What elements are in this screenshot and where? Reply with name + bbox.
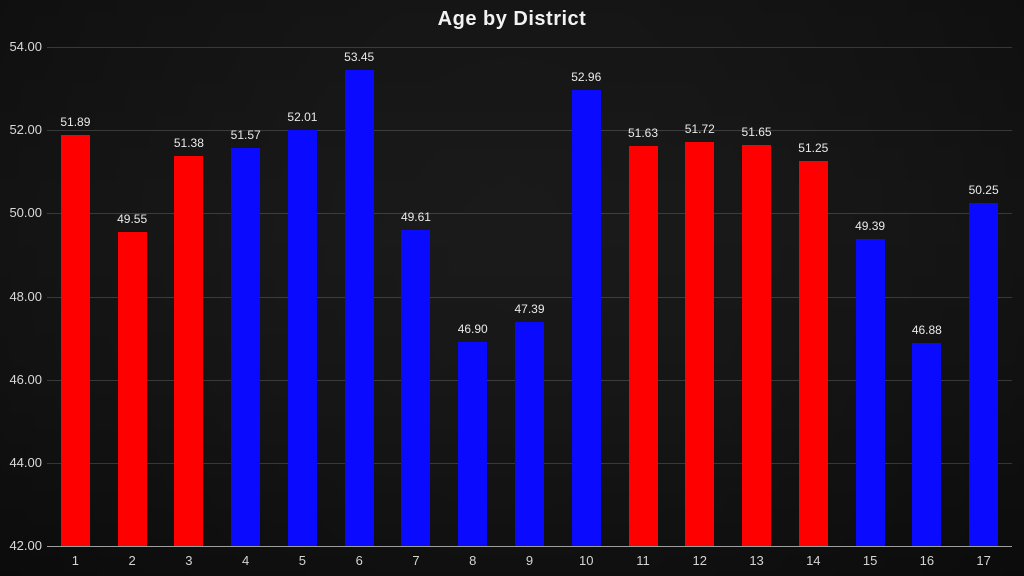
x-axis-tick-label: 9 — [525, 553, 534, 568]
value-label: 51.38 — [173, 135, 204, 150]
y-axis-tick-label: 52.00 — [9, 122, 42, 138]
value-label: 50.25 — [968, 182, 999, 197]
value-label: 51.57 — [230, 128, 261, 143]
x-axis-tick-label: 10 — [579, 553, 594, 568]
value-label: 49.55 — [117, 212, 148, 227]
gridline — [47, 47, 1012, 48]
bar-district-10[interactable] — [571, 90, 601, 546]
bar-district-11[interactable] — [628, 145, 658, 546]
y-axis-tick-label: 50.00 — [9, 205, 42, 221]
value-label: 51.89 — [60, 114, 91, 129]
value-label: 53.45 — [344, 49, 375, 64]
y-axis-tick-label: 46.00 — [9, 371, 42, 387]
value-label: 52.01 — [287, 109, 318, 124]
bar-district-2[interactable] — [117, 232, 147, 546]
value-label: 51.65 — [741, 124, 772, 139]
bar-district-1[interactable] — [60, 134, 90, 546]
x-axis-tick-label: 1 — [71, 553, 79, 568]
bar-district-15[interactable] — [855, 238, 885, 546]
x-axis-tick-label: 15 — [862, 553, 878, 568]
chart-title: Age by District — [437, 8, 587, 30]
x-axis-tick-label: 4 — [242, 553, 250, 568]
value-label: 49.39 — [855, 218, 886, 233]
bar-district-3[interactable] — [174, 155, 204, 546]
y-axis-tick-label: 54.00 — [9, 39, 42, 54]
x-axis-tick-label: 8 — [469, 553, 477, 568]
x-axis-tick-label: 3 — [185, 553, 193, 568]
bar-district-9[interactable] — [515, 321, 544, 546]
value-label: 51.25 — [798, 141, 829, 156]
x-axis-line — [47, 546, 1012, 547]
y-axis-tick-label: 48.00 — [9, 288, 42, 304]
y-axis-tick-label: 42.00 — [9, 538, 42, 553]
bar-district-7[interactable] — [401, 229, 431, 546]
x-axis-tick-label: 7 — [412, 553, 420, 568]
bar-district-13[interactable] — [742, 144, 772, 546]
x-axis-tick-label: 13 — [749, 553, 764, 568]
value-label: 47.39 — [514, 301, 545, 316]
gridline — [47, 130, 1012, 132]
bar-district-16[interactable] — [912, 343, 942, 546]
bar-district-12[interactable] — [685, 141, 715, 546]
x-axis-tick-label: 17 — [976, 553, 991, 568]
x-axis-tick-label: 5 — [298, 553, 307, 568]
bar-district-8[interactable] — [458, 342, 488, 546]
value-label: 46.90 — [457, 322, 488, 337]
bar-district-6[interactable] — [344, 69, 374, 546]
value-label: 52.96 — [571, 70, 602, 85]
x-axis-tick-label: 12 — [692, 553, 708, 568]
x-axis-tick-label: 11 — [636, 553, 650, 568]
x-axis-tick-label: 16 — [919, 553, 935, 568]
value-label: 49.61 — [400, 209, 431, 224]
y-axis-tick-label: 44.00 — [9, 454, 42, 470]
gridline — [47, 296, 1012, 298]
x-axis-tick-label: 14 — [806, 553, 821, 568]
bar-district-14[interactable] — [798, 161, 828, 546]
value-label: 51.63 — [628, 125, 659, 140]
bar-district-5[interactable] — [287, 129, 317, 546]
value-label: 46.88 — [911, 323, 942, 338]
bar-district-17[interactable] — [969, 202, 999, 546]
value-label: 51.72 — [684, 121, 715, 136]
gridline — [47, 213, 1012, 215]
bar-district-4[interactable] — [231, 148, 261, 546]
x-axis-tick-label: 2 — [128, 553, 136, 568]
x-axis-tick-label: 6 — [355, 553, 363, 568]
